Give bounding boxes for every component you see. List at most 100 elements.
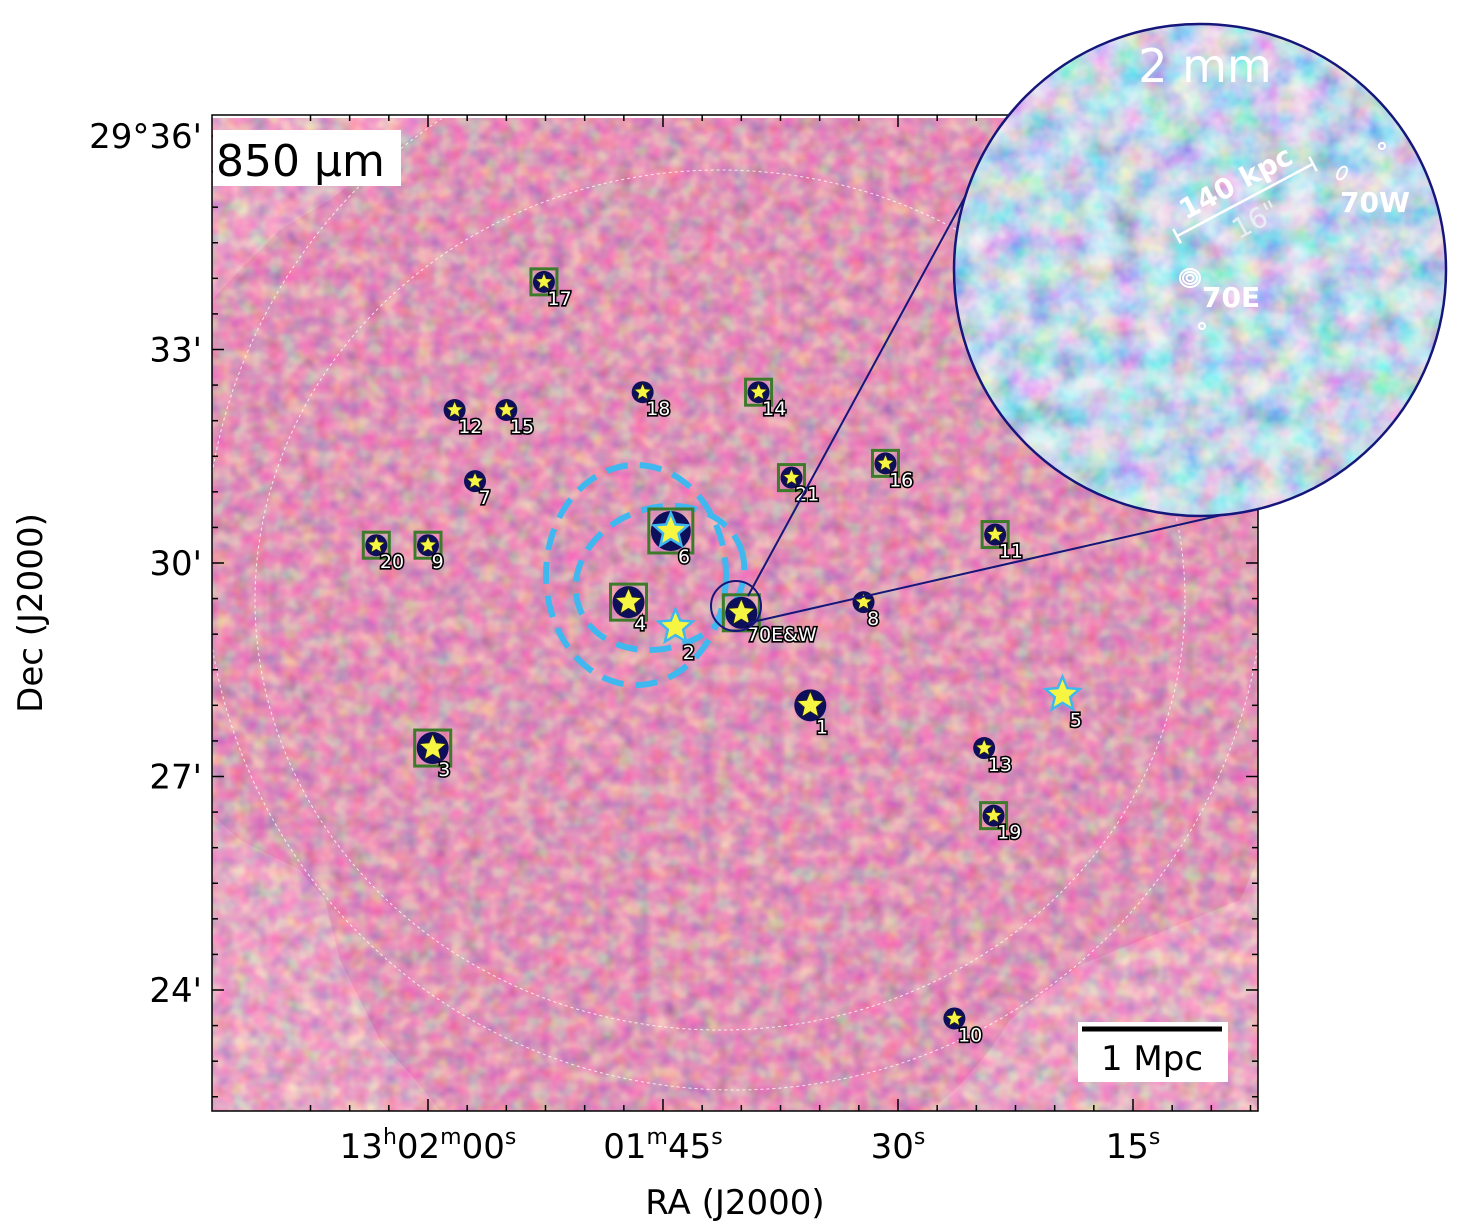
source-2: 2 [655,605,696,666]
source-3: 3 [413,728,453,783]
ra-tick-label: 15s​ [1106,1125,1161,1167]
source-label: 12 [458,416,482,438]
source-label: 6 [678,546,690,568]
source-star [534,271,554,291]
source-box [744,377,774,407]
source-label: 17 [548,288,572,310]
source-star [974,737,994,757]
dec-tick-labels: 29°36' 33' 30' 27' 24' [89,117,202,1011]
inset-connector-bottom [747,511,1236,624]
source-star [655,605,696,645]
coverage-contour-inner [254,169,1186,1031]
source-20: 20 [361,530,406,575]
inset-2mm: 2 mm 140 kpc 16" 70E 70W [952,22,1448,518]
inset-contours-70w [1336,142,1386,181]
y-axis-title: Dec (J2000) [11,513,51,713]
band-label-box [213,130,401,186]
source-label: 70E&W [747,624,817,646]
dec-tick-label: 33' [149,331,202,371]
source-box [529,267,559,297]
source-label: 20 [380,551,404,573]
ra-tick-label: 01m​45s​ [603,1125,722,1167]
source-label: 18 [646,398,670,420]
x-axis-title: RA (J2000) [645,1183,824,1223]
70ew-circle [710,580,762,632]
source-17: 17 [529,267,573,311]
source-5: 5 [1042,673,1083,733]
source-1: 1 [794,689,830,740]
axis-ticks [212,115,1258,1111]
source-star [633,382,653,401]
source-label: 1 [816,716,828,738]
source-label: 11 [999,541,1023,563]
source-box [361,530,391,560]
source-star [796,690,825,718]
source-14: 14 [744,377,788,422]
source-star [875,453,895,472]
source-star [418,535,438,554]
ra-tick-labels: 13h​02m​00s​ 01m​45s​ 30s​ 15s​ [340,1125,1161,1167]
source-label: 8 [867,608,879,630]
source-star [1042,673,1083,712]
source-16: 16 [870,448,915,493]
dec-tick-label: 30' [149,544,202,584]
source-7: 7 [464,470,492,511]
source-box [647,507,695,555]
source-star [781,467,801,486]
source-13: 13 [973,737,1014,778]
source-label: 13 [988,754,1012,776]
source-label: 14 [762,398,786,420]
ra-tick-label: 13h​02m​00s​ [340,1125,517,1167]
source-star [749,382,769,401]
inset-label-70e: 70E [1202,281,1260,314]
source-label: 4 [634,613,646,635]
source-label: 16 [889,469,913,491]
source-star [984,805,1004,824]
cyan-dashed-outer [543,462,729,688]
cyan-dashed-inner [572,502,748,654]
source-star [465,471,485,490]
source-label: 10 [958,1024,982,1046]
source-star [445,399,465,419]
source-box [413,530,443,560]
source-star [614,587,643,615]
source-box [870,448,900,478]
source-6: 6 [647,507,695,570]
scale-bar-box [1078,1022,1228,1082]
source-box [413,728,453,768]
inset-connector-top [747,159,986,597]
dec-tick-label: 27' [149,758,202,798]
inset-label-70w: 70W [1340,186,1410,219]
source-label: 19 [997,822,1021,844]
source-8: 8 [852,591,881,632]
source-18: 18 [631,381,672,422]
source-star [496,399,516,419]
ra-tick-label: 30s​ [871,1125,926,1167]
source-box [979,801,1009,831]
source-10: 10 [943,1007,984,1048]
source-19: 19 [979,801,1023,845]
source-star [418,732,447,761]
source-star [854,592,874,611]
source-star [650,509,692,549]
source-label: 3 [438,759,450,781]
inset-contours-70e [1179,268,1206,330]
source-12: 12 [443,398,484,440]
band-label: 850 μm [216,136,385,187]
source-star [366,535,386,554]
source-box [980,520,1010,550]
inset-band-label: 2 mm [1138,39,1272,93]
source-11: 11 [980,520,1025,564]
dec-tick-label: 24' [149,971,202,1011]
plot-frame [211,114,1259,1112]
source-star [985,524,1005,543]
dec-tick-label: 29°36' [89,117,202,157]
source-9: 9 [413,530,445,575]
source-label: 5 [1070,710,1082,732]
source-label: 7 [479,487,491,509]
source-label: 15 [510,416,534,438]
scale-bar-label: 1 Mpc [1101,1039,1203,1079]
source-label: 9 [432,551,444,573]
